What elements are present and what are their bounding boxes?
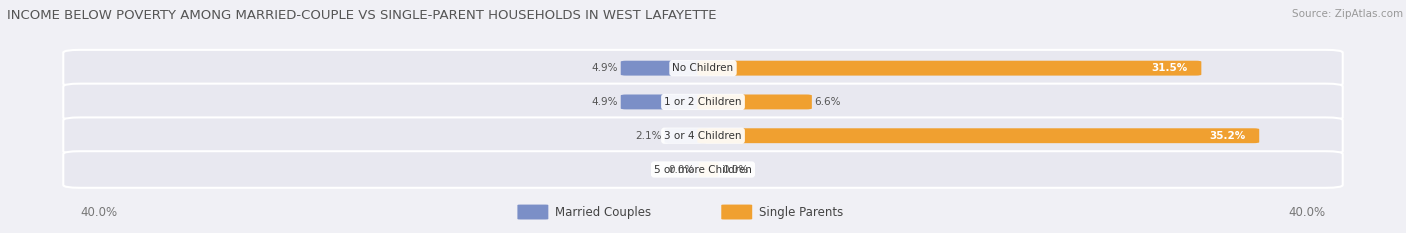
Text: 35.2%: 35.2% — [1209, 131, 1246, 141]
FancyBboxPatch shape — [63, 117, 1343, 154]
Text: Married Couples: Married Couples — [555, 206, 651, 219]
FancyBboxPatch shape — [665, 128, 709, 143]
Text: 40.0%: 40.0% — [1289, 206, 1326, 219]
Text: 2.1%: 2.1% — [636, 131, 662, 141]
Text: INCOME BELOW POVERTY AMONG MARRIED-COUPLE VS SINGLE-PARENT HOUSEHOLDS IN WEST LA: INCOME BELOW POVERTY AMONG MARRIED-COUPL… — [7, 9, 717, 22]
Text: 40.0%: 40.0% — [80, 206, 117, 219]
Text: 5 or more Children: 5 or more Children — [654, 164, 752, 175]
FancyBboxPatch shape — [63, 50, 1343, 86]
Text: 6.6%: 6.6% — [814, 97, 841, 107]
Text: 4.9%: 4.9% — [592, 97, 617, 107]
Text: 1 or 2 Children: 1 or 2 Children — [664, 97, 742, 107]
Text: 0.0%: 0.0% — [723, 164, 749, 175]
FancyBboxPatch shape — [688, 162, 707, 177]
FancyBboxPatch shape — [517, 205, 548, 219]
FancyBboxPatch shape — [620, 61, 709, 75]
FancyBboxPatch shape — [721, 205, 752, 219]
FancyBboxPatch shape — [697, 95, 811, 109]
FancyBboxPatch shape — [63, 151, 1343, 188]
Text: 4.9%: 4.9% — [592, 63, 617, 73]
Text: 3 or 4 Children: 3 or 4 Children — [664, 131, 742, 141]
FancyBboxPatch shape — [620, 95, 709, 109]
FancyBboxPatch shape — [63, 84, 1343, 120]
Text: 31.5%: 31.5% — [1152, 63, 1187, 73]
Text: No Children: No Children — [672, 63, 734, 73]
Text: 0.0%: 0.0% — [668, 164, 695, 175]
FancyBboxPatch shape — [697, 128, 1260, 143]
FancyBboxPatch shape — [699, 162, 718, 177]
Text: Source: ZipAtlas.com: Source: ZipAtlas.com — [1292, 9, 1403, 19]
FancyBboxPatch shape — [697, 61, 1201, 75]
Text: Single Parents: Single Parents — [759, 206, 844, 219]
